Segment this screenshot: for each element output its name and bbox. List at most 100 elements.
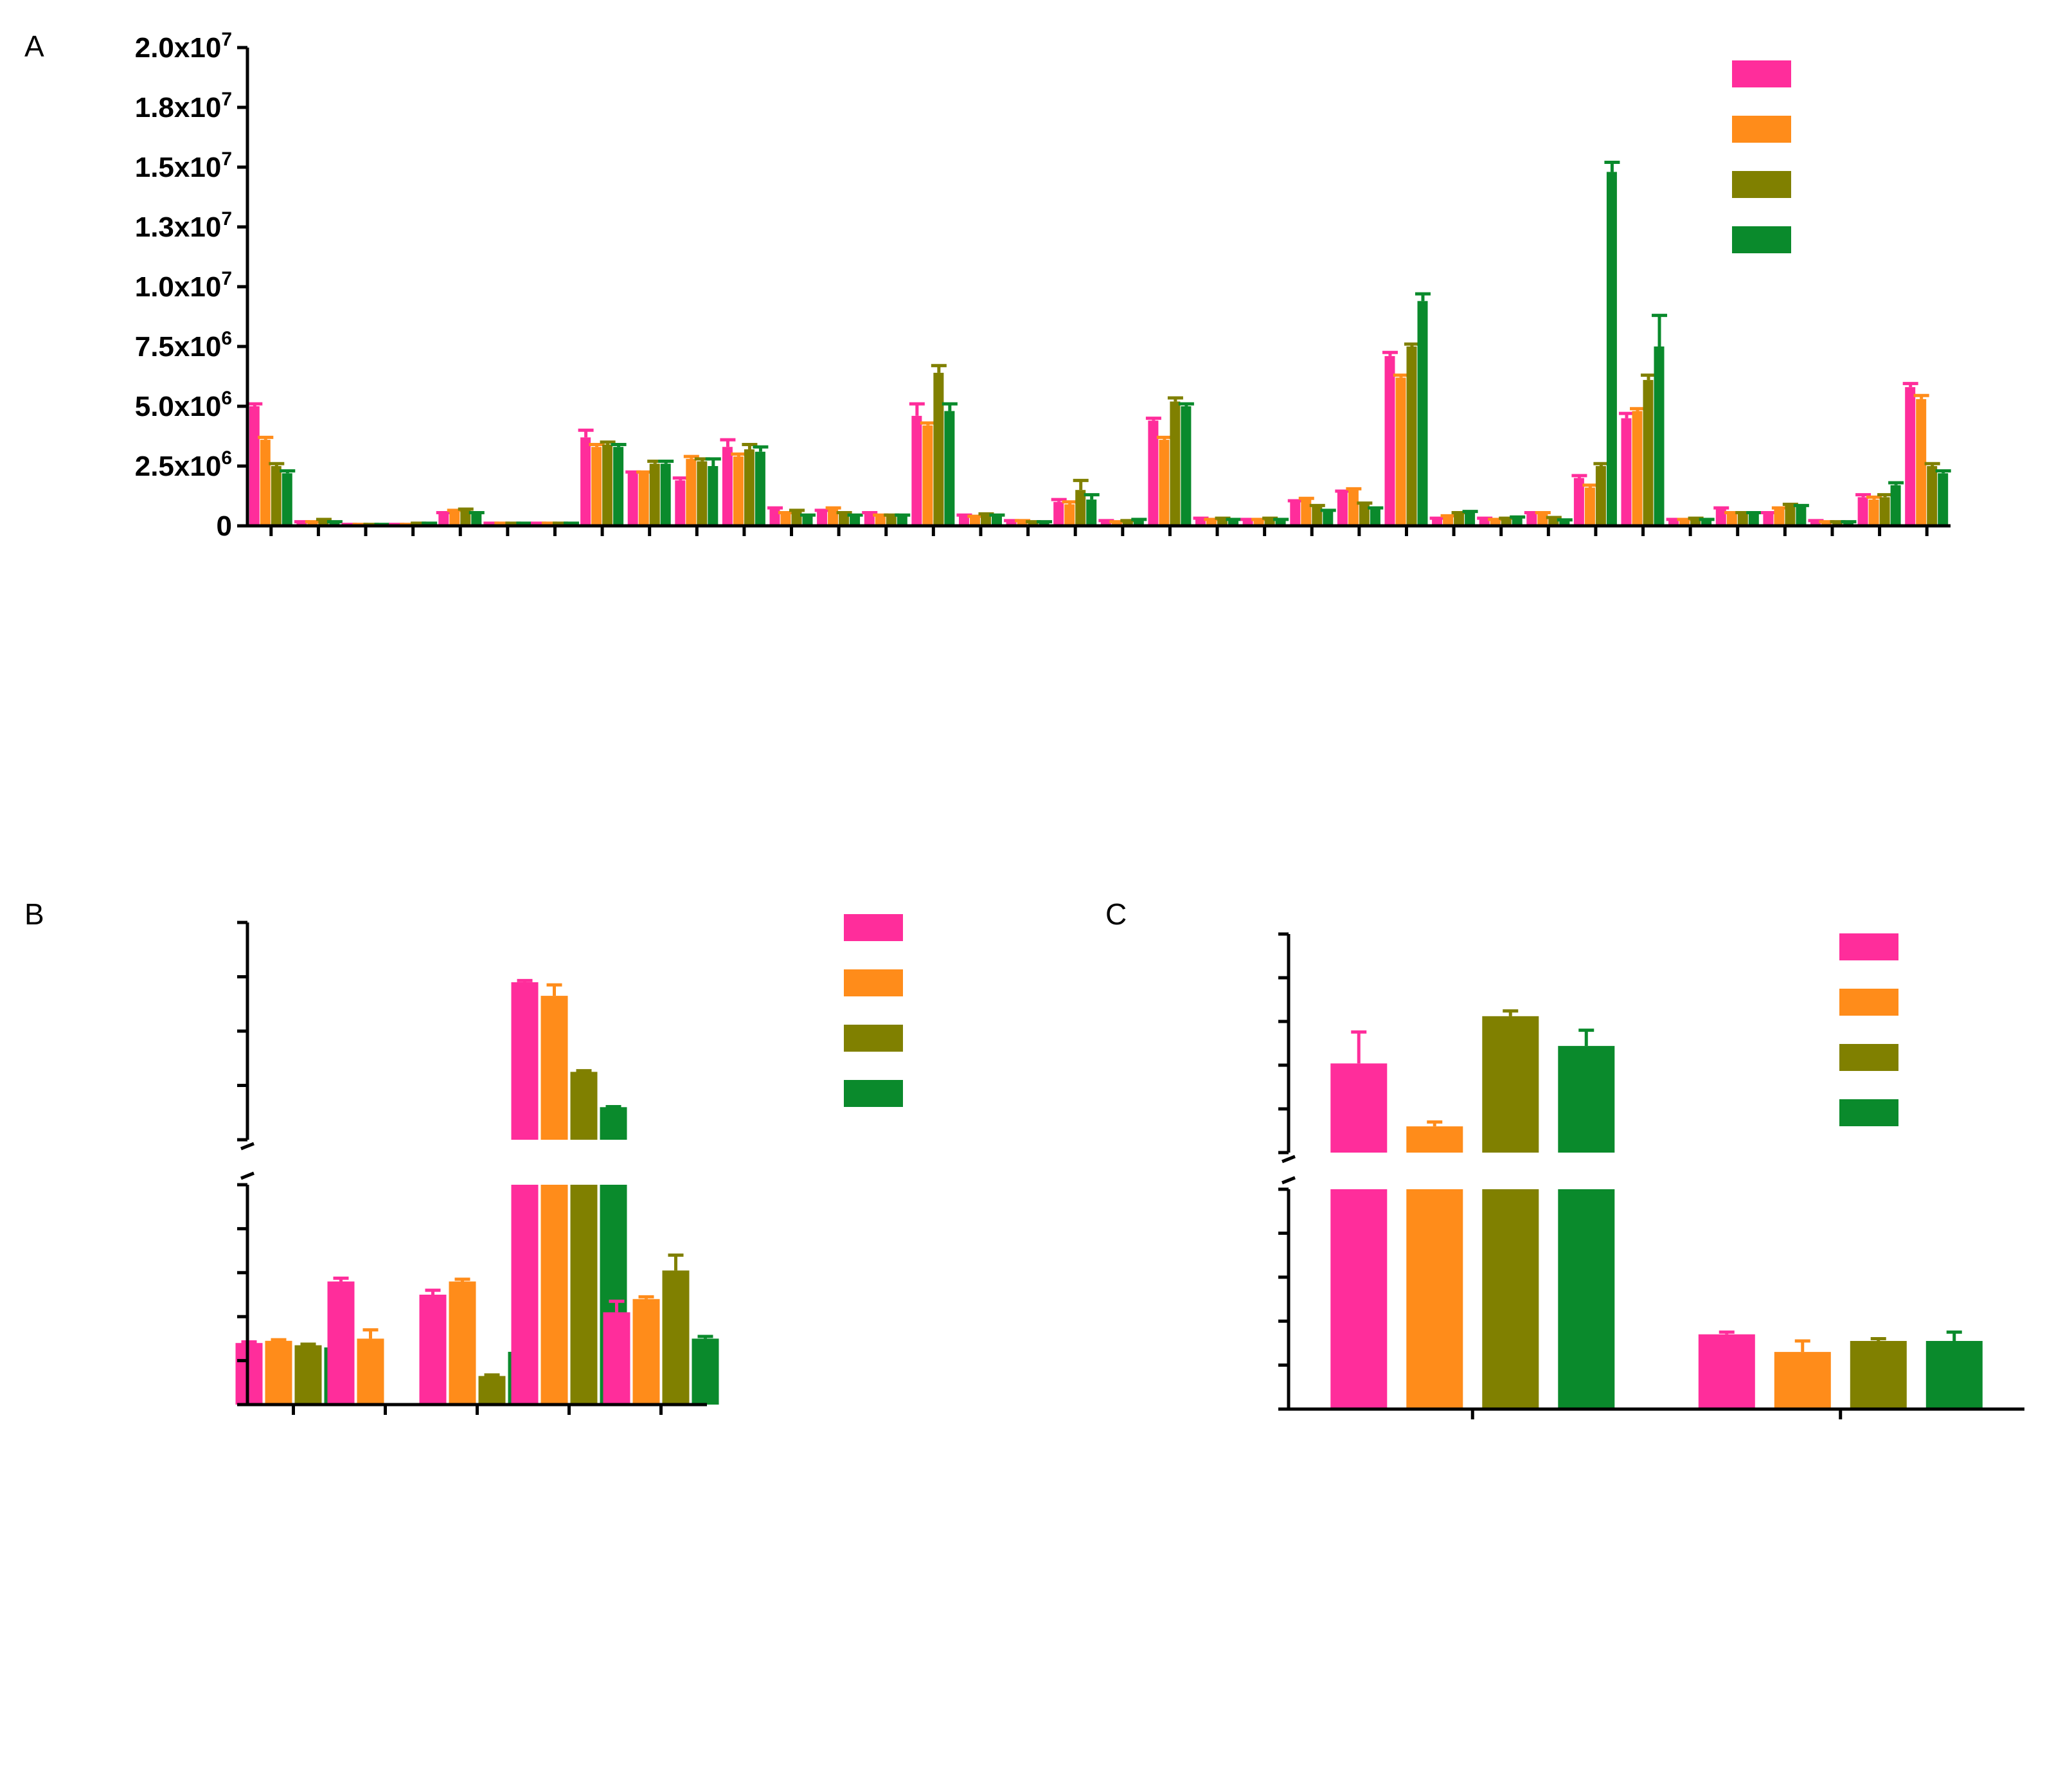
bar-vaccenic-acid-h (1737, 514, 1748, 526)
panel-b-chart (235, 914, 903, 1415)
bar-linolenic-acidd-z (959, 516, 969, 526)
bar-diisobutyl-phthalate-z (722, 447, 733, 526)
bar-l-leucine-zc (875, 516, 886, 526)
bar-dibutyl-phthalate-z (580, 437, 591, 526)
bar-petroselinic-acid-z (769, 509, 780, 526)
bar-caffeic-acid-h (1122, 521, 1133, 526)
axis-break-mark-lower (240, 1171, 255, 1180)
bar-diosmin-x (1606, 172, 1617, 526)
bar-limonin-zc (1301, 499, 1312, 526)
bar-naringenin-z (603, 1312, 630, 1405)
bar-linolenic-acidd-x (992, 516, 1002, 526)
bar-genistein-h (1785, 505, 1796, 526)
bar-hesperetin-5-o-glucoside-h (1264, 518, 1275, 526)
bar-skimmin-z (438, 514, 449, 526)
bar-naringenin-h (662, 1270, 690, 1405)
bar-peonidin-zc (265, 1340, 292, 1405)
legend-swatch-z (844, 914, 903, 941)
bar-hesperidin-zc (1395, 377, 1406, 526)
bar-cyanidin-3-o-glucoside-h-upper (570, 1072, 598, 1140)
bar-2z-octadecenoic-acid-h-upper (1482, 1016, 1539, 1153)
bar-abscisic-acid-h (649, 463, 660, 526)
bar-p-coumaric-acid-z (1195, 518, 1206, 526)
legend-swatch-h (1839, 1044, 1898, 1071)
bar-cyanidin-3-o-glucoside-z-upper (511, 982, 539, 1140)
bar-linoleic-acid-h (1075, 490, 1086, 526)
legend-swatch-z (1732, 60, 1791, 87)
bar-cynarin-x (1701, 519, 1712, 526)
legend-swatch-z (1839, 933, 1898, 960)
bar-quercitrin-x (1654, 346, 1665, 526)
bar-linoleic-acid-z (1053, 501, 1064, 526)
bar-linoleic-acid-x (1086, 499, 1097, 526)
legend-swatch-zc (1732, 116, 1791, 143)
bar-skimmin-x (471, 514, 482, 526)
bar-melianone-x (1370, 509, 1380, 526)
axis-break-mark-lower (1282, 1176, 1296, 1185)
bar-dibutyl-phthalate-x (613, 447, 624, 526)
bar-linolenic-acidd-h (981, 515, 991, 526)
bar-l-leucine-h (886, 516, 897, 526)
bar-guanosine-h (1170, 401, 1181, 526)
bar-11-14-eicosadienoic-acid-x (1925, 1341, 1983, 1409)
bar-limonin-h (1312, 507, 1323, 526)
bar-2z-octadecenoic-acid-x-lower (1558, 1189, 1615, 1409)
bar-diisobutyl-phthalate-h (744, 449, 755, 526)
bar-cyanidin-3-o-glucoside-z (1905, 387, 1916, 526)
bar-obacunoic-acid-zc (828, 509, 839, 526)
bar-limonin-z (1290, 501, 1301, 526)
legend-swatch-x (1839, 1099, 1898, 1126)
bar-linoleic-acid-zc (1064, 504, 1075, 526)
bar-dihydromyricetin-zc (449, 1281, 476, 1405)
bar-cyanidin-3-o-glucoside-x-upper (600, 1107, 627, 1140)
bar-obacunoic-acid-x (850, 516, 861, 526)
bar-diisobutyl-phthalate-x (755, 451, 765, 526)
bar-peonidin-h (294, 1345, 322, 1405)
bar-11-14-eicosadienoic-acid-z (1698, 1334, 1755, 1409)
bar-linarin-x (1559, 521, 1570, 526)
bar-dibutyl-phthalate-h (602, 444, 613, 526)
bar-pelargonidin-3-o-glucoside-z (327, 1281, 355, 1405)
bar-bis-2-ethylhexyl-phthalate-x (708, 466, 719, 526)
panel-a-chart: 0 2.5x106 5.0x106 7.5x106 1.0x107 1.3x107 1.5x… (135, 29, 1951, 542)
bar-melianone-h (1359, 504, 1370, 526)
bar-cynarin-z (1668, 519, 1679, 526)
y-tick-label-7: 1.8x107 (135, 89, 232, 123)
bar-hesperidin-x (1417, 301, 1428, 526)
bar-caffeic-acid-zc (1111, 522, 1122, 526)
bar-guanosine-x (1181, 406, 1192, 526)
bar-hesperidin-h (1406, 346, 1417, 526)
bar-guanosine-z (1148, 420, 1159, 526)
bar-tricetin-z (1857, 497, 1868, 526)
bar-11-14-eicosadienoic-acid-zc (1774, 1352, 1831, 1409)
legend-swatch-x (1732, 226, 1791, 253)
bar-petroselinic-acid-x (802, 516, 813, 526)
bar-linolenic-acidd-z (911, 415, 922, 526)
bar-tangeretin-x (1465, 512, 1476, 526)
bar-bis-2-ethylhexyl-phthalate-h (697, 461, 708, 526)
bar-linarin-z (1526, 514, 1537, 526)
legend-swatch-zc (844, 969, 903, 996)
bar-abscisic-acid-z (627, 473, 638, 526)
bar-bis-2-ethylhexyl-phthalate-zc (686, 458, 697, 526)
bar-astilbin-zc (1821, 522, 1832, 526)
panel-label-b: B (24, 897, 44, 931)
bar-2z-octadecenoic-acid-zc-upper (1406, 1126, 1463, 1153)
bar-luteolin-z (1479, 518, 1490, 526)
bar-l-leucine-z (864, 514, 875, 526)
y-tick-label-5: 1.3x107 (135, 208, 232, 243)
bar-linolenic-acidd-zc (922, 425, 933, 526)
bar-cyanidin-3-o-glucoside-h-lower (570, 1185, 598, 1405)
bar-tangeretin-zc (1443, 516, 1454, 526)
bar-engeletin-zc (1017, 521, 1028, 526)
bar-deacetylnomilin-h (271, 466, 281, 526)
bar-astilbin-h (1832, 522, 1843, 526)
bar-deacetylnomilin-zc (260, 440, 271, 526)
bar-deacetylnomilin-x (281, 473, 292, 526)
y-tick-label-1: 2.5x106 (135, 447, 232, 482)
bar-2z-octadecenoic-acid-z-upper (1330, 1063, 1388, 1153)
bar-hesperetin-5-o-glucoside-z (1242, 519, 1253, 526)
y-tick-label-6: 1.5x107 (135, 148, 232, 183)
bar-cyanidin-3-o-glucoside-z-lower (511, 1185, 539, 1405)
axis-break-mark-upper (1282, 1155, 1296, 1164)
